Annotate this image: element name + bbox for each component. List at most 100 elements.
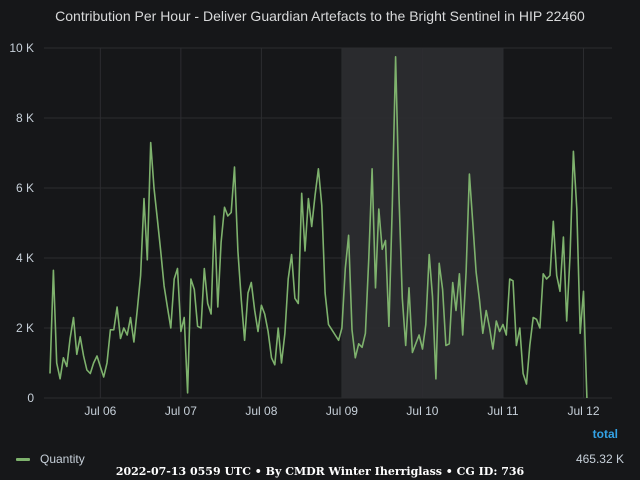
- data-point: [371, 168, 373, 170]
- data-point: [240, 299, 242, 301]
- data-point: [512, 280, 514, 282]
- data-point: [69, 337, 71, 339]
- series-line-quantity[interactable]: [49, 55, 588, 399]
- data-point: [327, 323, 329, 325]
- data-point: [555, 274, 557, 276]
- x-tick-label: Jul 06: [84, 404, 116, 418]
- x-tick-label: Jul 11: [487, 404, 518, 418]
- data-point: [337, 339, 339, 341]
- data-point: [113, 329, 115, 331]
- data-point: [243, 339, 245, 341]
- data-point: [237, 250, 239, 252]
- data-point: [569, 253, 571, 255]
- data-point: [170, 327, 172, 329]
- data-point: [472, 222, 474, 224]
- data-point: [415, 343, 417, 345]
- x-tick-label: Jul 08: [245, 404, 277, 418]
- data-point: [149, 141, 151, 143]
- data-point: [428, 253, 430, 255]
- data-point: [458, 273, 460, 275]
- data-point: [290, 253, 292, 255]
- data-point: [72, 316, 74, 318]
- data-point: [498, 330, 500, 332]
- data-point: [334, 334, 336, 336]
- data-point: [381, 248, 383, 250]
- data-point: [435, 378, 437, 380]
- data-point: [374, 287, 376, 289]
- data-point: [274, 364, 276, 366]
- data-point: [344, 267, 346, 269]
- data-point: [324, 292, 326, 294]
- x-tick-label: Jul 10: [406, 404, 438, 418]
- y-tick-label: 4 K: [16, 251, 34, 265]
- data-point: [445, 344, 447, 346]
- data-point: [102, 376, 104, 378]
- x-tick-label: Jul 12: [567, 404, 599, 418]
- data-point: [143, 197, 145, 199]
- data-point: [314, 194, 316, 196]
- data-point: [76, 353, 78, 355]
- data-point: [425, 323, 427, 325]
- data-point: [253, 309, 255, 311]
- data-point: [404, 344, 406, 346]
- y-tick-label: 0: [27, 391, 34, 405]
- legend-total-header[interactable]: total: [592, 427, 618, 441]
- data-point: [116, 306, 118, 308]
- data-point: [508, 278, 510, 280]
- chart-title: Contribution Per Hour - Deliver Guardian…: [55, 8, 585, 24]
- data-point: [522, 372, 524, 374]
- data-point: [207, 302, 209, 304]
- x-tick-label: Jul 07: [165, 404, 197, 418]
- data-point: [317, 168, 319, 170]
- data-point: [495, 320, 497, 322]
- data-point: [106, 362, 108, 364]
- data-point: [465, 271, 467, 273]
- y-tick-label: 6 K: [16, 181, 34, 195]
- data-point: [294, 297, 296, 299]
- data-point: [559, 290, 561, 292]
- data-point: [139, 274, 141, 276]
- legend-series-name: Quantity: [40, 452, 85, 466]
- data-point: [277, 327, 279, 329]
- data-point: [119, 337, 121, 339]
- data-point: [532, 316, 534, 318]
- data-point: [89, 372, 91, 374]
- data-point: [300, 192, 302, 194]
- data-point: [287, 278, 289, 280]
- data-point: [123, 327, 125, 329]
- data-point: [257, 330, 259, 332]
- data-point: [196, 325, 198, 327]
- y-tick-label: 2 K: [16, 321, 34, 335]
- data-point: [96, 355, 98, 357]
- data-point: [519, 327, 521, 329]
- data-point: [488, 327, 490, 329]
- data-point: [378, 208, 380, 210]
- data-point: [166, 306, 168, 308]
- legend-item[interactable]: Quantity: [16, 452, 85, 466]
- data-point: [66, 365, 68, 367]
- data-point: [411, 351, 413, 353]
- data-point: [129, 316, 131, 318]
- x-tick-label: Jul 09: [326, 404, 358, 418]
- data-point: [357, 343, 359, 345]
- data-point: [264, 313, 266, 315]
- data-point: [203, 267, 205, 269]
- data-point: [525, 383, 527, 385]
- data-point: [280, 362, 282, 364]
- data-point: [364, 332, 366, 334]
- data-point: [220, 241, 222, 243]
- data-point: [176, 267, 178, 269]
- data-point: [247, 292, 249, 294]
- data-point: [109, 329, 111, 331]
- data-point: [545, 278, 547, 280]
- data-point: [230, 211, 232, 213]
- data-point: [492, 348, 494, 350]
- data-point: [193, 288, 195, 290]
- data-point: [566, 320, 568, 322]
- data-point: [267, 330, 269, 332]
- data-point: [485, 309, 487, 311]
- data-point: [233, 166, 235, 168]
- data-point: [284, 332, 286, 334]
- data-point: [260, 304, 262, 306]
